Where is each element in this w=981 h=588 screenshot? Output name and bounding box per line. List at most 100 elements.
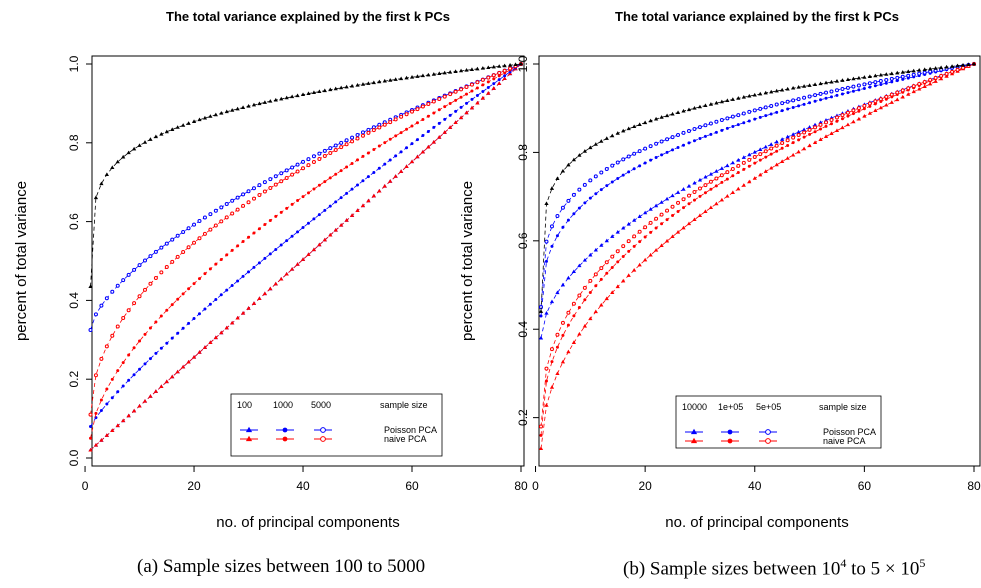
data-point [175, 254, 180, 259]
data-point [538, 335, 544, 340]
data-point [802, 135, 806, 139]
data-point [884, 94, 889, 99]
data-point [247, 270, 251, 274]
data-point [301, 159, 306, 164]
data-point [186, 226, 191, 231]
data-point [796, 97, 801, 102]
data-point [900, 74, 905, 79]
data-point [550, 244, 554, 248]
data-point [917, 82, 922, 87]
data-point [878, 79, 883, 84]
data-point [593, 309, 598, 314]
data-point [692, 139, 696, 143]
data-point [709, 187, 713, 191]
legend-marker [727, 429, 733, 435]
data-point [344, 142, 349, 147]
data-point [698, 137, 702, 141]
data-point [742, 167, 746, 171]
data-point [360, 133, 365, 138]
data-point [404, 164, 409, 169]
data-point [317, 213, 321, 217]
data-point [225, 253, 229, 257]
data-point [89, 436, 92, 440]
data-point [344, 84, 349, 89]
data-point [241, 274, 245, 278]
data-point [884, 77, 889, 82]
data-point [971, 61, 977, 66]
data-point [593, 174, 598, 179]
data-point [758, 147, 763, 151]
data-point [797, 138, 801, 142]
data-point [148, 326, 152, 330]
data-point [824, 90, 829, 95]
data-point [780, 87, 785, 92]
data-point [377, 166, 381, 170]
data-point [884, 72, 889, 76]
data-point [273, 97, 278, 102]
data-point [819, 127, 823, 131]
data-point [626, 221, 631, 226]
data-point [356, 183, 360, 187]
data-point [328, 146, 333, 151]
data-point [214, 262, 218, 266]
data-point [725, 177, 729, 181]
series-line [540, 63, 975, 449]
data-point [719, 197, 724, 202]
data-point [692, 127, 697, 132]
data-point [426, 144, 431, 149]
data-point [459, 87, 464, 92]
data-point [94, 411, 98, 415]
data-point [725, 170, 730, 175]
data-point [279, 171, 284, 176]
data-point [366, 198, 371, 203]
data-point [360, 130, 365, 135]
data-point [442, 70, 447, 75]
data-point [192, 240, 197, 245]
data-point [110, 396, 114, 400]
legend-row-label: Poisson PCA [823, 427, 876, 437]
data-point [780, 159, 785, 163]
data-point [703, 174, 708, 179]
data-point [714, 119, 719, 124]
data-point [465, 101, 469, 105]
data-point [736, 157, 741, 162]
data-point [665, 218, 669, 222]
legend-header: sample size [819, 402, 867, 412]
data-point [599, 277, 603, 281]
data-point [769, 112, 773, 116]
data-point [191, 119, 197, 123]
data-point [670, 135, 675, 140]
data-point [104, 296, 109, 301]
data-point [497, 78, 501, 82]
data-point [665, 137, 670, 142]
legend-marker [690, 437, 698, 444]
data-point [621, 173, 625, 177]
data-point [829, 117, 834, 122]
data-point [736, 186, 741, 191]
data-point [480, 77, 485, 82]
data-point [791, 132, 796, 136]
data-point [813, 93, 818, 98]
data-point [538, 309, 544, 313]
data-point [895, 75, 900, 80]
data-point [681, 225, 686, 230]
data-point [279, 96, 284, 101]
data-point [818, 122, 823, 127]
data-point [426, 129, 430, 133]
data-point [301, 195, 305, 199]
data-point [360, 82, 366, 86]
data-point [867, 101, 872, 106]
data-point [873, 80, 878, 85]
data-point [834, 79, 840, 83]
data-point [632, 167, 636, 171]
data-point [203, 307, 207, 311]
data-point [615, 284, 620, 289]
data-point [906, 86, 911, 91]
data-point [187, 287, 191, 291]
data-point [431, 139, 436, 144]
legend-marker [320, 427, 326, 433]
data-point [104, 172, 109, 176]
data-point [153, 134, 159, 139]
data-point [659, 212, 664, 217]
